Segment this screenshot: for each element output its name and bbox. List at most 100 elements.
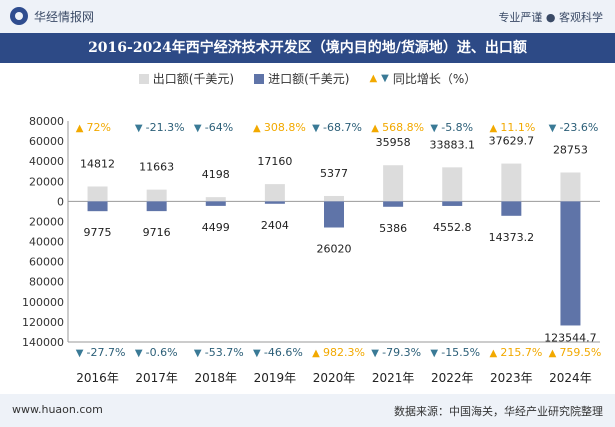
y-tick-label: 80000 <box>29 276 64 289</box>
x-tick-label: 2023年 <box>490 371 533 385</box>
growth-down-icon: ▼ <box>194 123 202 134</box>
growth-down-icon: ▼ <box>371 348 379 359</box>
chart-title: 2016-2024年西宁经济技术开发区（境内目的地/货源地）进、出口额 <box>88 40 527 56</box>
footer-source: 数据来源：中国海关，华经产业研究院整理 <box>394 405 603 418</box>
x-tick-label: 2019年 <box>254 371 297 385</box>
export-growth-label: -23.6% <box>559 121 598 134</box>
import-value-label: 2404 <box>261 219 289 232</box>
y-tick-label: 60000 <box>29 256 64 269</box>
legend-item-export: 出口额(千美元) <box>138 70 235 87</box>
export-bar <box>146 189 167 202</box>
growth-down-icon: ▼ <box>253 348 261 359</box>
import-bar <box>87 201 108 212</box>
growth-up-icon: ▲ <box>76 123 84 134</box>
export-bar <box>501 163 522 202</box>
import-growth-label: -79.3% <box>382 346 421 359</box>
import-growth-label: 759.5% <box>559 346 601 359</box>
growth-up-icon: ▲ <box>371 123 379 134</box>
y-tick-label: 40000 <box>29 155 64 168</box>
x-tick-label: 2020年 <box>313 371 356 385</box>
legend-label-export: 出口额(千美元) <box>152 72 235 86</box>
slogan: 专业严谨 ● 客观科学 <box>498 11 603 24</box>
import-value-label: 4499 <box>202 221 230 234</box>
y-tick-label: 100000 <box>22 296 64 309</box>
brand-name: 华经情报网 <box>34 9 95 24</box>
footer-bar: www.huaon.com 数据来源：中国海关，华经产业研究院整理 <box>0 394 615 427</box>
brand-logo-icon <box>10 7 28 25</box>
triangle-up-icon: ▲ <box>369 73 378 84</box>
legend: 出口额(千美元) 进口额(千美元) ▲ ▼ 同比增长（%） <box>0 70 615 87</box>
growth-down-icon: ▼ <box>194 348 202 359</box>
export-value-label: 17160 <box>257 155 292 168</box>
title-bar: 2016-2024年西宁经济技术开发区（境内目的地/货源地）进、出口额 <box>0 33 615 63</box>
growth-down-icon: ▼ <box>76 348 84 359</box>
import-bar <box>264 201 285 204</box>
import-value-label: 9775 <box>84 226 112 239</box>
import-value-label: 4552.8 <box>433 221 472 234</box>
import-growth-label: 982.3% <box>323 346 365 359</box>
import-bar <box>383 201 404 207</box>
y-tick-label: 120000 <box>22 316 64 329</box>
import-value-label: 123544.7 <box>544 331 597 344</box>
x-tick-label: 2022年 <box>431 371 474 385</box>
y-tick-label: 0 <box>57 195 64 208</box>
growth-down-icon: ▼ <box>549 123 557 134</box>
growth-up-icon: ▲ <box>489 123 497 134</box>
y-tick-label: 40000 <box>29 236 64 249</box>
export-growth-label: -21.3% <box>146 121 185 134</box>
export-bar <box>442 167 463 202</box>
brand: 华经情报网 <box>10 7 94 25</box>
import-bar <box>501 201 522 216</box>
import-value-label: 5386 <box>379 222 407 235</box>
export-growth-label: 568.8% <box>382 121 424 134</box>
import-bar <box>560 201 581 326</box>
export-value-label: 14812 <box>80 157 115 170</box>
export-bar <box>264 184 285 202</box>
y-tick-label: 140000 <box>22 336 64 349</box>
export-growth-label: 308.8% <box>264 121 306 134</box>
y-tick-label: 60000 <box>29 135 64 148</box>
import-value-label: 9716 <box>143 226 171 239</box>
growth-down-icon: ▼ <box>430 123 438 134</box>
growth-down-icon: ▼ <box>312 123 320 134</box>
import-growth-label: -0.6% <box>146 346 178 359</box>
footer-website: www.huaon.com <box>12 403 103 416</box>
legend-swatch-import <box>254 73 265 84</box>
legend-label-import: 进口额(千美元) <box>268 72 350 86</box>
import-growth-label: -27.7% <box>87 346 126 359</box>
export-value-label: 37629.7 <box>489 135 535 148</box>
export-bar <box>324 195 344 202</box>
export-bar <box>205 197 226 202</box>
y-tick-label: 20000 <box>29 175 64 188</box>
x-tick-label: 2016年 <box>76 371 119 385</box>
y-tick-label: 80000 <box>29 115 64 128</box>
growth-up-icon: ▲ <box>549 348 557 359</box>
y-tick-label: 20000 <box>29 215 64 228</box>
export-value-label: 11663 <box>139 161 174 174</box>
export-value-label: 33883.1 <box>429 138 475 151</box>
x-tick-label: 2018年 <box>195 371 238 385</box>
legend-item-import: 进口额(千美元) <box>254 70 349 87</box>
export-growth-label: -5.8% <box>441 121 473 134</box>
growth-up-icon: ▲ <box>312 348 320 359</box>
export-growth-label: -68.7% <box>323 121 362 134</box>
export-value-label: 28753 <box>553 143 588 156</box>
x-tick-label: 2017年 <box>135 371 178 385</box>
import-bar <box>442 201 463 206</box>
x-tick-label: 2024年 <box>549 371 592 385</box>
export-growth-label: -64% <box>205 121 233 134</box>
growth-down-icon: ▼ <box>430 348 438 359</box>
import-bar <box>324 201 344 228</box>
import-growth-label: 215.7% <box>500 346 542 359</box>
growth-up-icon: ▲ <box>253 123 261 134</box>
import-value-label: 14373.2 <box>489 231 535 244</box>
top-bar: 华经情报网 专业严谨 ● 客观科学 <box>0 0 615 33</box>
growth-down-icon: ▼ <box>135 348 143 359</box>
import-bar <box>146 201 167 212</box>
legend-item-growth: ▲ ▼ 同比增长（%） <box>369 70 476 87</box>
import-value-label: 26020 <box>317 243 352 256</box>
export-value-label: 5377 <box>320 167 348 180</box>
legend-swatch-export <box>138 73 149 84</box>
export-bar <box>87 186 108 202</box>
